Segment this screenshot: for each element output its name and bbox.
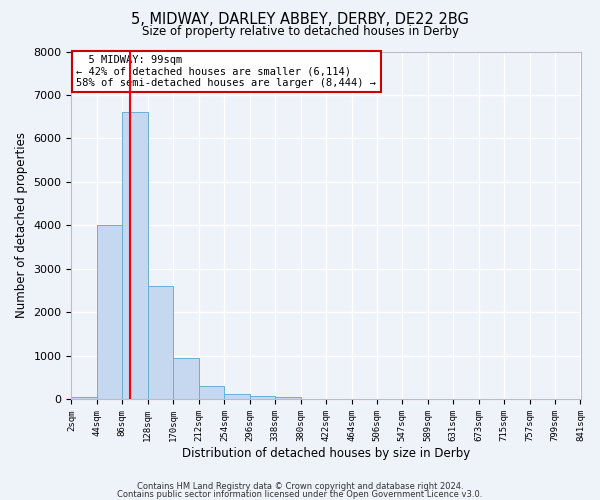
X-axis label: Distribution of detached houses by size in Derby: Distribution of detached houses by size … — [182, 447, 470, 460]
Text: 5 MIDWAY: 99sqm
← 42% of detached houses are smaller (6,114)
58% of semi-detache: 5 MIDWAY: 99sqm ← 42% of detached houses… — [76, 55, 376, 88]
Bar — [97, 226, 122, 400]
Bar — [148, 286, 173, 400]
Bar — [122, 112, 148, 400]
Bar — [199, 386, 224, 400]
Text: Size of property relative to detached houses in Derby: Size of property relative to detached ho… — [142, 25, 458, 38]
Text: Contains HM Land Registry data © Crown copyright and database right 2024.: Contains HM Land Registry data © Crown c… — [137, 482, 463, 491]
Text: 5, MIDWAY, DARLEY ABBEY, DERBY, DE22 2BG: 5, MIDWAY, DARLEY ABBEY, DERBY, DE22 2BG — [131, 12, 469, 28]
Bar — [173, 358, 199, 400]
Bar — [275, 398, 301, 400]
Bar — [224, 394, 250, 400]
Text: Contains public sector information licensed under the Open Government Licence v3: Contains public sector information licen… — [118, 490, 482, 499]
Y-axis label: Number of detached properties: Number of detached properties — [15, 132, 28, 318]
Bar — [71, 398, 97, 400]
Bar — [250, 396, 275, 400]
